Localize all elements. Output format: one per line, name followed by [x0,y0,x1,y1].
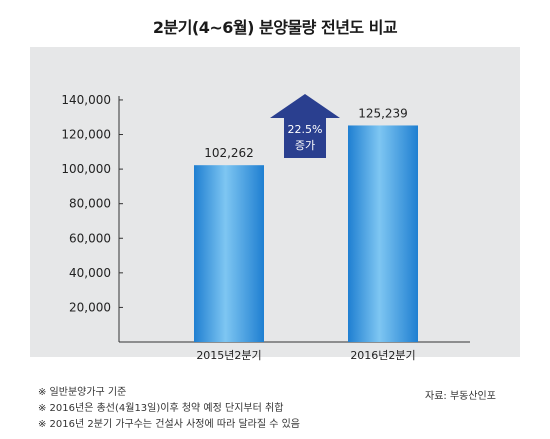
y-tick-label: 80,000 [69,197,111,211]
y-tick-label: 140,000 [61,93,111,107]
y-tick-label: 60,000 [69,231,111,245]
y-tick-label: 20,000 [69,300,111,314]
increase-arrow [270,94,340,158]
increase-percent-label: 22.5% [288,123,323,136]
bar [194,165,264,342]
bar [348,125,418,343]
chart-panel [30,47,520,357]
chart-title: 2분기(4~6월) 분양물량 전년도 비교 [152,18,398,37]
bar-value-label: 125,239 [358,106,408,120]
x-tick-label: 2016년2분기 [350,349,415,362]
bar-value-label: 102,262 [204,146,254,160]
y-tick-label: 100,000 [61,162,111,176]
increase-text-label: 증가 [295,139,315,152]
y-tick-label: 120,000 [61,128,111,142]
x-tick-label: 2015년2분기 [196,349,261,362]
source-label: 자료: 부동산인포 [425,391,496,402]
note-1: ※ 일반분양가구 기준 [38,387,127,398]
note-2: ※ 2016년은 총선(4월13일)이후 청약 예정 단지부터 취합 [38,403,284,414]
note-3: ※ 2016년 2분기 가구수는 건설사 사정에 따라 달라질 수 있음 [38,419,300,430]
y-tick-label: 40,000 [69,266,111,280]
